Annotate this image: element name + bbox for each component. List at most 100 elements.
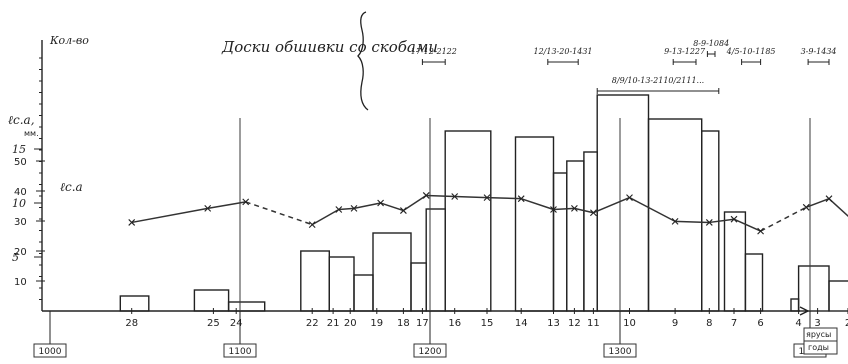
bar — [583, 151, 598, 312]
mm-line-segment — [828, 198, 848, 217]
y-mm-tick-label: 15 — [12, 143, 26, 156]
x-axis-label: ярусы — [806, 330, 831, 339]
bar — [552, 172, 568, 312]
mm-line-segment — [805, 197, 830, 209]
year-box — [223, 343, 257, 358]
mm-point — [350, 205, 358, 212]
annotation-label: 12/13-20-1431 — [534, 47, 593, 56]
mm-point — [204, 205, 212, 212]
mm-point — [802, 203, 810, 211]
mm-point-stroke — [590, 209, 597, 217]
annotation-label: 4/5-10-1185 — [726, 47, 776, 56]
mm-axis-unit: мм. — [24, 129, 39, 138]
mm-line-segment — [675, 220, 710, 224]
mm-point-stroke — [757, 227, 764, 235]
mm-point — [377, 199, 384, 207]
chart-title: Доски обшивки со скобами — [221, 38, 438, 56]
tier-tick-label: 22 — [306, 318, 319, 329]
mm-point-stroke — [451, 193, 459, 200]
bar — [410, 262, 427, 312]
tier-tick-label: 7 — [731, 318, 737, 329]
mm-point — [571, 205, 578, 212]
mm-point — [308, 221, 316, 228]
tier-tick-label: 6 — [757, 318, 763, 329]
annotation-label: 8/9/10-13-2110/2111... — [612, 76, 704, 85]
mm-line-segment — [402, 194, 427, 212]
tier-tick-label: 25 — [207, 318, 220, 329]
annotations-layer: 17-12-2122 12/13-20-1431 8/9/10-13-2110/21… — [411, 39, 837, 94]
tier-tick-label: 17 — [416, 318, 429, 329]
tier-tick-label: 19 — [370, 318, 383, 329]
tier-tick-label: 20 — [344, 318, 357, 329]
y-axis-label: Кол-во — [49, 34, 89, 47]
mm-point-stroke — [517, 195, 525, 203]
year-label: 1200 — [419, 347, 442, 357]
mm-point — [671, 217, 679, 225]
mm-point — [705, 219, 713, 226]
bar — [227, 301, 266, 312]
x-axis-label-years: годы — [808, 343, 829, 352]
mm-point-stroke — [550, 206, 557, 213]
tier-tick-label: 8 — [706, 318, 712, 329]
tier-tick-label: 18 — [397, 318, 410, 329]
bar — [372, 232, 412, 312]
annotation-label: 9-13-1227 — [664, 47, 706, 56]
mm-point-stroke — [571, 205, 578, 212]
mm-line-layer — [128, 192, 848, 235]
year-box — [413, 343, 447, 358]
mm-point-stroke — [335, 206, 343, 213]
mm-line-segment — [760, 206, 807, 232]
year-label: 1000 — [39, 347, 62, 357]
tier-tick-label: 28 — [125, 318, 138, 329]
bar — [193, 289, 230, 312]
tier-tick-label: 21 — [327, 318, 340, 329]
bar — [444, 130, 492, 312]
tier-tick-label: 11 — [587, 318, 600, 329]
mm-line-segment — [709, 218, 735, 224]
title-brace — [357, 11, 369, 111]
mm-point-stroke — [730, 215, 738, 223]
bar — [514, 136, 555, 312]
mm-axis-label: ℓс.а, — [8, 113, 35, 127]
year-box — [33, 343, 67, 358]
y-mm-tick-label: 5 — [12, 251, 19, 264]
bar — [647, 118, 703, 312]
mm-line-segment — [311, 208, 340, 226]
tier-tick-label: 3 — [814, 318, 820, 329]
mm-point — [451, 193, 459, 200]
mm-point — [590, 209, 597, 217]
annotation-label: 3-9-1434 — [801, 47, 837, 56]
mm-point-stroke — [308, 221, 316, 228]
bar — [790, 298, 800, 312]
year-label: 1100 — [229, 347, 252, 357]
mm-point-stroke — [400, 207, 407, 214]
year-axis-frame — [803, 340, 838, 355]
mm-point-stroke — [802, 203, 810, 211]
mm-line-segment — [593, 196, 630, 214]
y-count-tick-label: 10 — [14, 277, 27, 288]
mm-point-stroke — [626, 194, 633, 201]
mm-line-segment — [131, 207, 208, 224]
mm-line-segment — [553, 207, 575, 211]
mm-line-segment — [574, 207, 594, 214]
mm-point-stroke — [422, 192, 430, 199]
bar — [744, 253, 764, 312]
mm-point — [422, 192, 430, 199]
bar — [723, 211, 747, 312]
tier-tick-label: 16 — [448, 318, 461, 329]
series-label: ℓс.а — [60, 180, 83, 194]
mm-line-segment — [207, 201, 246, 210]
mm-point — [242, 198, 250, 206]
tier-tick-label: 15 — [481, 318, 494, 329]
mm-point — [730, 215, 738, 223]
mm-point — [335, 206, 343, 213]
bar — [566, 160, 585, 312]
mm-point — [626, 194, 633, 201]
bar — [425, 208, 446, 312]
mm-line-segment — [486, 196, 522, 200]
bar — [119, 295, 150, 312]
mm-point-stroke — [483, 194, 491, 201]
y-count-tick-label: 30 — [14, 217, 27, 228]
bar — [797, 265, 830, 312]
